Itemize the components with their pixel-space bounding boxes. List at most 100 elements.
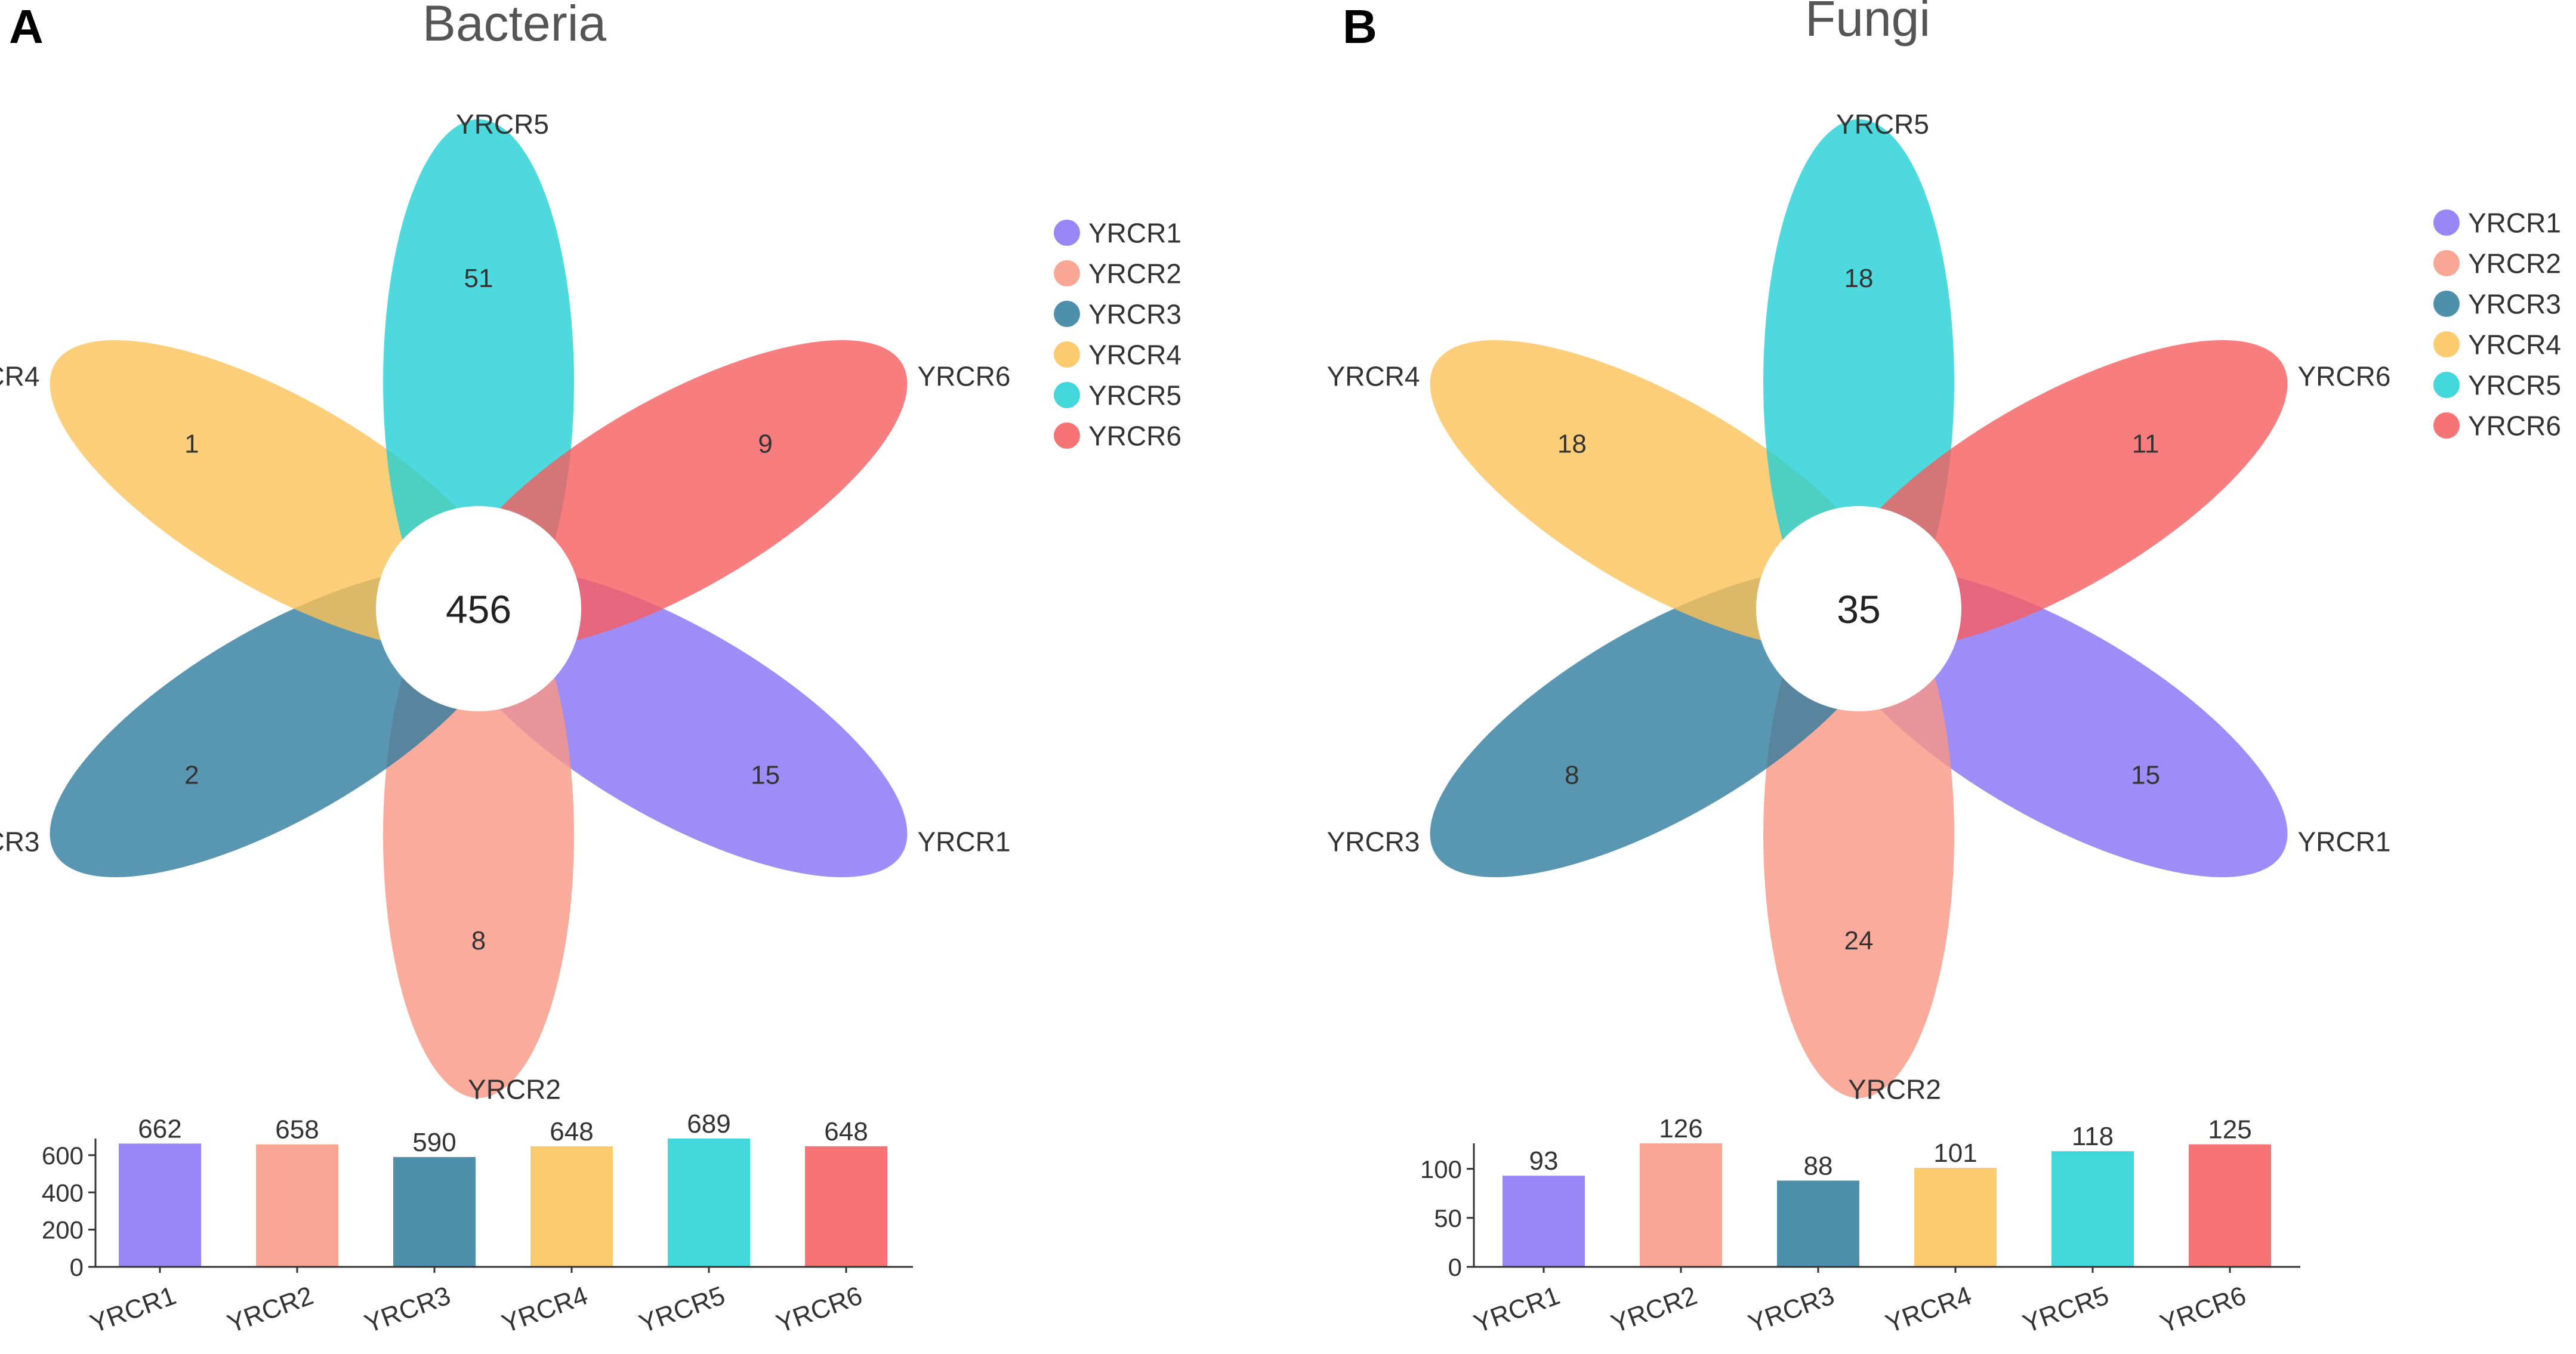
legend-swatch	[2433, 331, 2460, 357]
legend-swatch	[1054, 220, 1080, 246]
core-circle	[376, 506, 581, 711]
unique-count-yrcr6: 9	[758, 429, 772, 458]
panel-a-bar-chart: 662 YRCR1 658 YRCR2 590 YRCR3 648 YRCR4 689 YRCR5…	[42, 1109, 913, 1338]
petal-label-yrcr4: YRCR4	[1327, 361, 1420, 392]
x-tick-label: YRCR3	[1745, 1281, 1838, 1338]
legend-label: YRCR6	[1088, 421, 1181, 452]
legend-swatch	[1054, 422, 1080, 449]
bar-yrcr6	[2189, 1144, 2271, 1267]
y-tick-label: 100	[1420, 1155, 1462, 1183]
bar-value-label: 662	[138, 1114, 181, 1143]
panel-a-flower: 456 15 YRCR1 8 YRCR2 2 YRCR3 1 YRCR4 51 YRCR5 9 YRCR…	[0, 109, 1010, 1105]
legend-item-yrcr3: YRCR3	[2433, 289, 2561, 320]
legend-item-yrcr4: YRCR4	[1054, 340, 1181, 371]
petal-label-yrcr1: YRCR1	[2297, 826, 2390, 858]
legend-item-yrcr5: YRCR5	[2433, 370, 2561, 401]
bar-value-label: 658	[275, 1115, 319, 1145]
legend-swatch	[1054, 382, 1080, 408]
x-tick-label: YRCR1	[87, 1281, 180, 1338]
legend-item-yrcr5: YRCR5	[1054, 380, 1181, 411]
x-tick-label: YRCR4	[1882, 1281, 1976, 1338]
bar-value-label: 118	[2072, 1122, 2114, 1151]
legend-label: YRCR2	[1088, 258, 1181, 289]
panel-b-bar-chart: 93 YRCR1 126 YRCR2 88 YRCR3 101 YRCR4 118 YRCR5 12…	[1420, 1114, 2300, 1338]
panel-b-letter: B	[1343, 0, 1377, 53]
legend-label: YRCR5	[1088, 380, 1181, 411]
unique-count-yrcr6: 11	[2132, 429, 2159, 458]
bar-yrcr4	[530, 1146, 613, 1267]
bar-value-label: 648	[550, 1117, 593, 1146]
panel-b-flower: 35 15 YRCR1 24 YRCR2 8 YRCR3 18 YRCR4 18 YRCR5 11 YR…	[1327, 109, 2391, 1105]
y-tick-label: 0	[1448, 1253, 1462, 1281]
x-tick-label: YRCR6	[773, 1281, 866, 1338]
legend-label: YRCR5	[2468, 370, 2561, 401]
y-tick-label: 200	[42, 1216, 84, 1244]
bar-value-label: 101	[1933, 1139, 1977, 1168]
legend-label: YRCR2	[2468, 248, 2561, 279]
legend-item-yrcr4: YRCR4	[2433, 329, 2561, 360]
panel-a-title: Bacteria	[422, 0, 606, 51]
unique-count-yrcr5: 18	[1844, 264, 1874, 293]
panel-b: B Fungi 35 15 YRCR1 24 YRCR2 8 YRCR3 18 YRCR4 18 Y…	[1327, 0, 2561, 1338]
legend-item-yrcr6: YRCR6	[1054, 421, 1181, 452]
x-tick-label: YRCR5	[2019, 1281, 2113, 1338]
legend-item-yrcr1: YRCR1	[2433, 208, 2561, 239]
petal-label-yrcr6: YRCR6	[917, 361, 1010, 392]
unique-count-yrcr5: 51	[464, 264, 493, 293]
petal-label-yrcr2: YRCR2	[468, 1074, 561, 1105]
bar-yrcr2	[1640, 1143, 1722, 1267]
unique-count-yrcr2: 24	[1844, 926, 1874, 955]
core-count: 456	[446, 587, 511, 631]
legend-item-yrcr2: YRCR2	[1054, 258, 1181, 289]
unique-count-yrcr3: 8	[1565, 760, 1579, 789]
petal-label-yrcr3: YRCR3	[0, 826, 40, 858]
legend-swatch	[1054, 341, 1080, 368]
legend-swatch	[2433, 412, 2460, 439]
panel-b-title: Fungi	[1805, 0, 1930, 47]
x-tick-label: YRCR2	[224, 1281, 317, 1338]
petal-label-yrcr3: YRCR3	[1327, 826, 1420, 858]
legend-swatch	[2433, 291, 2460, 317]
legend-item-yrcr6: YRCR6	[2433, 411, 2561, 442]
legend-item-yrcr1: YRCR1	[1054, 218, 1181, 249]
bar-yrcr1	[119, 1143, 201, 1267]
x-tick-label: YRCR1	[1470, 1281, 1564, 1338]
bar-yrcr5	[668, 1139, 750, 1267]
x-tick-label: YRCR3	[361, 1281, 455, 1338]
panel-b-legend: YRCR1 YRCR2 YRCR3 YRCR4 YRCR5 YRCR6	[2433, 208, 2561, 442]
bar-yrcr2	[256, 1144, 338, 1267]
legend-swatch	[2433, 372, 2460, 398]
x-tick-label: YRCR5	[635, 1281, 729, 1338]
bar-value-label: 93	[1529, 1146, 1559, 1176]
petal-label-yrcr5: YRCR5	[1836, 109, 1929, 140]
unique-count-yrcr1: 15	[751, 760, 780, 789]
x-tick-label: YRCR6	[2157, 1281, 2250, 1338]
unique-count-yrcr4: 18	[1557, 429, 1587, 458]
unique-count-yrcr2: 8	[471, 926, 486, 955]
bar-value-label: 88	[1804, 1151, 1833, 1180]
panel-a-letter: A	[9, 0, 44, 53]
legend-swatch	[1054, 260, 1080, 286]
legend-label: YRCR4	[2468, 329, 2561, 360]
petal-label-yrcr4: YRCR4	[0, 361, 40, 392]
panel-a-legend: YRCR1 YRCR2 YRCR3 YRCR4 YRCR5 YRCR6	[1054, 218, 1181, 452]
legend-swatch	[2433, 250, 2460, 276]
legend-label: YRCR4	[1088, 340, 1181, 371]
core-circle	[1756, 506, 1961, 711]
unique-count-yrcr1: 15	[2131, 760, 2160, 789]
x-tick-label: YRCR2	[1608, 1281, 1701, 1338]
y-tick-label: 400	[42, 1179, 84, 1207]
bar-yrcr5	[2051, 1151, 2134, 1267]
bar-yrcr3	[1777, 1180, 1859, 1267]
legend-item-yrcr3: YRCR3	[1054, 299, 1181, 330]
panel-a: A Bacteria 456 15 YRCR1 8 YRCR2 2 YRCR3 1 YRCR4 5…	[0, 0, 1181, 1338]
y-tick-label: 0	[70, 1253, 84, 1281]
legend-label: YRCR3	[2468, 289, 2561, 320]
bar-yrcr4	[1914, 1168, 1997, 1267]
legend-item-yrcr2: YRCR2	[2433, 248, 2561, 279]
legend-label: YRCR6	[2468, 411, 2561, 442]
bar-yrcr1	[1503, 1176, 1585, 1267]
legend-label: YRCR1	[1088, 218, 1181, 249]
petal-label-yrcr2: YRCR2	[1848, 1074, 1941, 1105]
bar-yrcr3	[393, 1156, 476, 1267]
